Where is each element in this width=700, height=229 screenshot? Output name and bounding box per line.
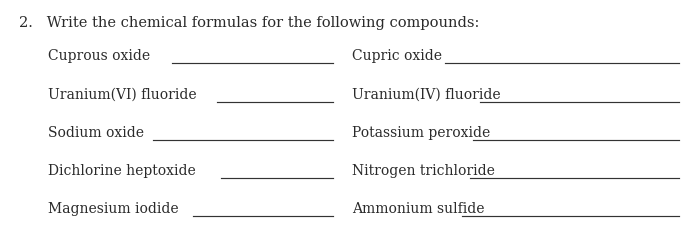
- Text: Cupric oxide: Cupric oxide: [352, 49, 442, 63]
- Text: Dichlorine heptoxide: Dichlorine heptoxide: [48, 163, 195, 177]
- Text: Nitrogen trichloride: Nitrogen trichloride: [352, 163, 495, 177]
- Text: Ammonium sulfide: Ammonium sulfide: [352, 201, 484, 215]
- Text: Magnesium iodide: Magnesium iodide: [48, 201, 178, 215]
- Text: Uranium(VI) fluoride: Uranium(VI) fluoride: [48, 87, 196, 101]
- Text: Cuprous oxide: Cuprous oxide: [48, 49, 150, 63]
- Text: 2.   Write the chemical formulas for the following compounds:: 2. Write the chemical formulas for the f…: [19, 16, 480, 30]
- Text: Uranium(IV) fluoride: Uranium(IV) fluoride: [352, 87, 500, 101]
- Text: Sodium oxide: Sodium oxide: [48, 125, 144, 139]
- Text: Potassium peroxide: Potassium peroxide: [352, 125, 490, 139]
